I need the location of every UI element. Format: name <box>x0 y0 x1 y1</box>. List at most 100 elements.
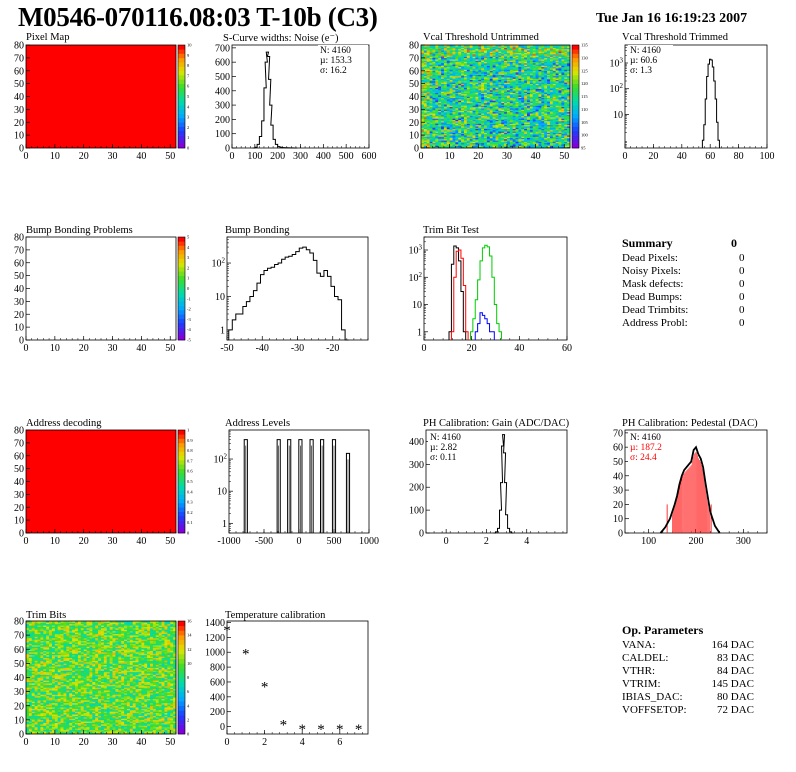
y-tick-label: 40 <box>409 92 419 103</box>
plot-frame <box>231 44 370 149</box>
x-tick-label: -500 <box>255 536 273 547</box>
y-tick-label: 40 <box>14 284 24 295</box>
y-tick-label: 0 <box>19 336 24 347</box>
y-tick-label: 60 <box>14 258 24 269</box>
x-tick-label: 0 <box>422 343 427 354</box>
color-bar-tick: 3 <box>187 115 190 120</box>
pedestal-red-lines <box>666 452 712 533</box>
pedestal-curve <box>659 445 721 534</box>
color-bar-tick: 0 <box>187 146 190 151</box>
color-bar-tick: 1 <box>187 276 189 281</box>
x-tick-label: 100 <box>760 151 775 162</box>
bump-bonding-problems-title: Bump Bonding Problems <box>26 225 133 236</box>
plot-frame <box>624 429 768 534</box>
color-bar-tick: 0 <box>187 531 190 536</box>
y-tick-label: 50 <box>409 79 419 90</box>
x-tick-label: -50 <box>220 343 233 354</box>
stats-entry: N: 4160 <box>320 46 351 56</box>
y-tick-label: 60 <box>14 645 24 656</box>
y-tick-label: 102 <box>409 271 423 284</box>
y-tick-label: 102 <box>214 453 228 466</box>
y-tick-label: 30 <box>14 687 24 698</box>
stats-entry: µ: 2.82 <box>430 443 457 453</box>
y-tick-label: 10 <box>613 110 623 121</box>
color-bar-tick: 1 <box>187 428 189 433</box>
y-tick-label: 0 <box>414 144 419 155</box>
summary-value: 0 <box>739 291 745 303</box>
color-bar-tick: 10 <box>187 661 192 666</box>
y-tick-label: 80 <box>409 41 419 52</box>
y-tick-label: 10 <box>409 131 419 142</box>
y-tick-label: 200 <box>215 115 230 126</box>
x-tick-label: 500 <box>339 151 354 162</box>
x-tick-label: 20 <box>79 343 89 354</box>
y-tick-label: 20 <box>14 310 24 321</box>
x-tick-label: -30 <box>291 343 304 354</box>
y-tick-label: 400 <box>215 86 230 97</box>
x-tick-label: -40 <box>256 343 269 354</box>
x-tick-label: 600 <box>362 151 377 162</box>
ph-pedestal-title: PH Calibration: Pedestal (DAC) <box>622 418 758 429</box>
color-bar-tick: 125 <box>581 68 589 73</box>
color-bar-tick: 0 <box>187 732 190 737</box>
y-tick-label: 60 <box>409 66 419 77</box>
x-tick-label: 0 <box>24 151 29 162</box>
color-bar: -5 -4 -3 -2 -1 0 1 2 3 4 5 <box>177 235 191 343</box>
op-param-value: 72 DAC <box>717 704 754 716</box>
op-param-value: 83 DAC <box>717 652 754 664</box>
y-tick-label: 10 <box>14 516 24 527</box>
y-tick-label: 70 <box>14 631 24 642</box>
y-tick-label: 10 <box>215 292 225 303</box>
x-tick-label: 40 <box>136 343 146 354</box>
plot-frame <box>25 44 177 149</box>
color-bar-tick: -1 <box>187 296 191 301</box>
x-tick-label: 40 <box>136 536 146 547</box>
y-tick-label: 70 <box>14 245 24 256</box>
y-tick-label: 600 <box>210 677 225 688</box>
scatter-point: * <box>298 722 306 738</box>
x-tick-label: 300 <box>293 151 308 162</box>
timestamp: Tue Jan 16 16:19:23 2007 <box>596 11 748 26</box>
vcal-trimmed-title: Vcal Threshold Trimmed <box>622 32 728 43</box>
summary-label: Address Probl: <box>622 317 688 329</box>
color-bar-tick: 14 <box>187 633 192 638</box>
y-tick-label: 103 <box>610 56 624 69</box>
op-param-value: 84 DAC <box>717 665 754 677</box>
y-tick-label: 700 <box>215 43 230 54</box>
y-tick-label: 1 <box>417 327 422 338</box>
scatter-point: * <box>261 679 269 695</box>
x-tick-label: 20 <box>79 536 89 547</box>
y-tick-label: 20 <box>613 500 623 511</box>
summary-label: Noisy Pixels: <box>622 265 681 277</box>
y-tick-label: 20 <box>14 118 24 129</box>
summary-title: Summary <box>622 236 673 250</box>
x-tick-label: 30 <box>108 151 118 162</box>
y-tick-label: 400 <box>409 437 424 448</box>
stats-entry: σ: 24.4 <box>630 453 657 463</box>
x-tick-label: 20 <box>467 343 477 354</box>
y-tick-label: 40 <box>14 477 24 488</box>
y-tick-label: 500 <box>215 72 230 83</box>
color-bar-tick: 1 <box>187 135 189 140</box>
y-tick-label: 400 <box>210 692 225 703</box>
y-tick-label: 1000 <box>205 648 225 659</box>
x-tick-label: 20 <box>79 737 89 748</box>
stats-entry: N: 4160 <box>430 433 461 443</box>
y-tick-label: 70 <box>409 53 419 64</box>
color-bar-tick: 4 <box>187 245 190 250</box>
plot-frame <box>228 429 370 534</box>
bump-bonding-histogram <box>228 246 349 341</box>
y-tick-label: 300 <box>215 101 230 112</box>
x-tick-label: 0 <box>297 536 302 547</box>
color-bar-tick: 0.5 <box>187 479 193 484</box>
y-tick-label: 70 <box>613 428 623 439</box>
heatmap-cells <box>421 45 571 149</box>
x-tick-label: 20 <box>648 151 658 162</box>
color-bar: 0 1 2 3 4 5 6 7 8 9 10 <box>177 43 192 151</box>
color-bar-tick: 0.8 <box>187 448 193 453</box>
y-tick-label: 30 <box>14 105 24 116</box>
x-tick-label: 0 <box>444 536 449 547</box>
x-tick-label: 0 <box>623 151 628 162</box>
